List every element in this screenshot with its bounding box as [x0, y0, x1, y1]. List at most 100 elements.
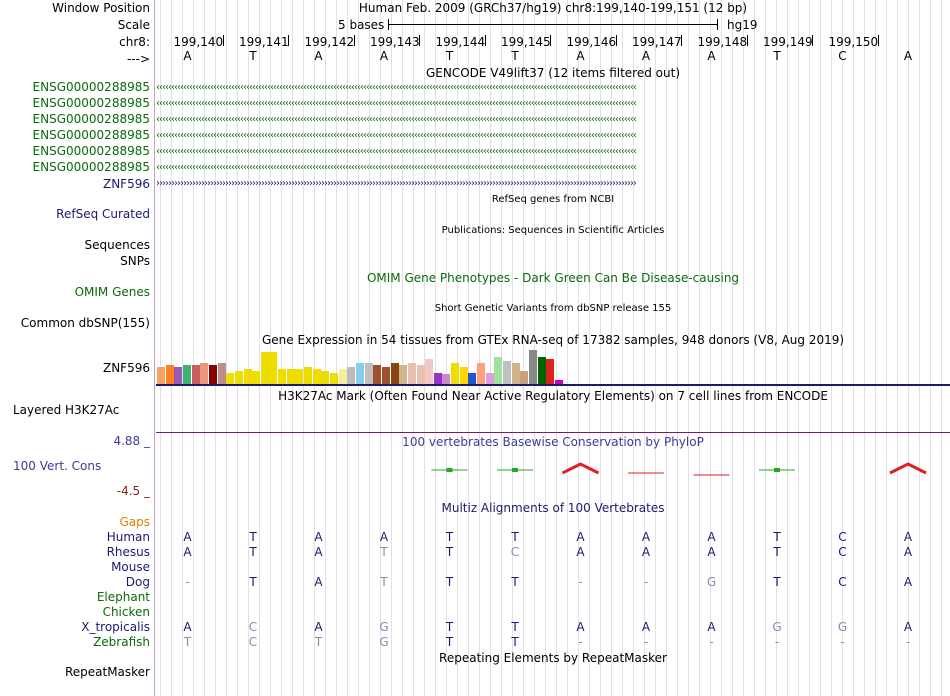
gencode-transcript-row[interactable]: ‹‹‹‹‹‹‹‹‹‹‹‹‹‹‹‹‹‹‹‹‹‹‹‹‹‹‹‹‹‹‹‹‹‹‹‹‹‹‹‹…: [156, 82, 637, 93]
aligned-base-zebrafish: T: [314, 635, 323, 649]
gtex-tissue-bar[interactable]: [182, 365, 191, 384]
gencode-item-label[interactable]: ENSG00000288985: [32, 112, 150, 126]
aligned-base-rhesus: C: [838, 545, 847, 559]
gtex-tissue-bar[interactable]: [269, 352, 278, 384]
gtex-tissue-bar[interactable]: [416, 365, 425, 384]
gtex-tissue-bar[interactable]: [390, 363, 399, 384]
gencode-item-label[interactable]: ENSG00000288985: [32, 96, 150, 110]
phylop-positive-mark: [774, 468, 780, 472]
gtex-tissue-bar[interactable]: [234, 371, 243, 384]
gtex-tissue-bar[interactable]: [537, 357, 546, 384]
phylop-plot[interactable]: [156, 455, 950, 485]
gtex-tissue-bar[interactable]: [364, 363, 373, 384]
aligned-base-dog: A: [903, 575, 913, 589]
gencode-transcript-row[interactable]: ‹‹‹‹‹‹‹‹‹‹‹‹‹‹‹‹‹‹‹‹‹‹‹‹‹‹‹‹‹‹‹‹‹‹‹‹‹‹‹‹…: [156, 162, 637, 173]
gtex-gene-label[interactable]: ZNF596: [102, 361, 150, 375]
gtex-tissue-bar[interactable]: [407, 363, 416, 384]
position-tick-label: 199,141: [239, 35, 289, 49]
gtex-tissue-bar[interactable]: [373, 365, 382, 384]
gtex-tissue-bar[interactable]: [217, 363, 226, 384]
species-xtropicalis-label: X_tropicalis: [81, 620, 150, 634]
gtex-tissue-bar[interactable]: [304, 367, 313, 384]
gencode-transcript-row[interactable]: ‹‹‹‹‹‹‹‹‹‹‹‹‹‹‹‹‹‹‹‹‹‹‹‹‹‹‹‹‹‹‹‹‹‹‹‹‹‹‹‹…: [156, 98, 637, 109]
gtex-tissue-bar[interactable]: [312, 369, 321, 384]
gtex-tissue-bar[interactable]: [226, 373, 235, 384]
aligned-base-human: T: [511, 530, 519, 544]
conservation-track-label[interactable]: 100 Vert. Cons: [13, 459, 102, 473]
position-tick-label: 199,142: [304, 35, 355, 49]
znf596-gencode-label[interactable]: ZNF596: [102, 177, 150, 191]
gtex-tissue-bar[interactable]: [295, 369, 304, 384]
znf596-transcript-row[interactable]: ››››››››››››››››››››››››››››››››››››››››…: [156, 178, 637, 189]
gtex-tissue-bar[interactable]: [468, 373, 477, 384]
repeatmasker-track-label[interactable]: RepeatMasker: [64, 665, 150, 679]
aligned-base-dog: -: [643, 575, 649, 589]
gtex-tissue-bar[interactable]: [243, 369, 252, 384]
gtex-tissue-bar[interactable]: [208, 365, 217, 384]
snps-track-label[interactable]: SNPs: [120, 254, 150, 268]
gtex-tissue-bar[interactable]: [191, 365, 200, 384]
omim-track-label[interactable]: OMIM Genes: [74, 285, 150, 299]
gtex-tissue-bar[interactable]: [511, 363, 520, 384]
gtex-tissue-bar[interactable]: [330, 373, 338, 384]
gtex-tissue-bar[interactable]: [355, 363, 364, 384]
gtex-tissue-bar[interactable]: [520, 371, 529, 384]
species-elephant-label: Elephant: [96, 590, 150, 604]
gencode-transcript-row[interactable]: ‹‹‹‹‹‹‹‹‹‹‹‹‹‹‹‹‹‹‹‹‹‹‹‹‹‹‹‹‹‹‹‹‹‹‹‹‹‹‹‹…: [156, 146, 637, 157]
aligned-base-dog: A: [314, 575, 323, 589]
gtex-expression-bars[interactable]: [156, 344, 950, 384]
species-human-label: Human: [106, 530, 150, 544]
position-tick-label: 199,148: [697, 35, 748, 49]
gtex-tissue-bar[interactable]: [278, 369, 287, 384]
multiz-track-title: Multiz Alignments of 100 Vertebrates: [441, 501, 665, 515]
aligned-base-rhesus: T: [249, 545, 257, 559]
h3k27ac-track-label[interactable]: Layered H3K27Ac: [13, 403, 120, 417]
aligned-base-xtrop: G: [379, 620, 389, 634]
gtex-tissue-bar[interactable]: [451, 363, 460, 384]
gtex-tissue-bar[interactable]: [157, 367, 165, 384]
gtex-tissue-bar[interactable]: [494, 357, 503, 384]
aligned-base-xtrop: C: [248, 620, 258, 634]
gtex-tissue-bar[interactable]: [554, 380, 563, 384]
dbsnp-track-title: Short Genetic Variants from dbSNP releas…: [434, 303, 672, 314]
refseq-track-label[interactable]: RefSeq Curated: [56, 207, 150, 221]
gencode-transcript-row[interactable]: ‹‹‹‹‹‹‹‹‹‹‹‹‹‹‹‹‹‹‹‹‹‹‹‹‹‹‹‹‹‹‹‹‹‹‹‹‹‹‹‹…: [156, 130, 637, 141]
gtex-tissue-bar[interactable]: [252, 371, 261, 384]
gencode-transcript-row[interactable]: ‹‹‹‹‹‹‹‹‹‹‹‹‹‹‹‹‹‹‹‹‹‹‹‹‹‹‹‹‹‹‹‹‹‹‹‹‹‹‹‹…: [156, 114, 637, 125]
dbsnp-track-label[interactable]: Common dbSNP(155): [20, 316, 150, 330]
position-tick-label: 199,150: [828, 35, 879, 49]
gtex-tissue-bar[interactable]: [347, 367, 356, 384]
gtex-tissue-bar[interactable]: [503, 361, 511, 384]
gtex-tissue-bar[interactable]: [485, 373, 494, 384]
position-tick-label: 199,147: [632, 35, 682, 49]
gtex-tissue-bar[interactable]: [165, 365, 174, 384]
aligned-base-human: T: [445, 530, 454, 544]
gtex-tissue-bar[interactable]: [381, 367, 390, 384]
reference-base: A: [183, 49, 192, 63]
gtex-tissue-bar[interactable]: [425, 359, 434, 384]
track-area[interactable]: Human Feb. 2009 (GRCh37/hg19) chr8:199,1…: [156, 0, 950, 696]
gtex-tissue-bar[interactable]: [546, 359, 555, 384]
gencode-item-label[interactable]: ENSG00000288985: [32, 144, 150, 158]
aligned-base-zebrafish: C: [248, 635, 258, 649]
sequences-track-label[interactable]: Sequences: [84, 238, 150, 252]
gencode-item-label[interactable]: ENSG00000288985: [32, 160, 150, 174]
gtex-tissue-bar[interactable]: [477, 363, 486, 384]
phylop-track-title: 100 vertebrates Basewise Conservation by…: [402, 435, 704, 449]
gtex-tissue-bar[interactable]: [442, 374, 451, 384]
gtex-tissue-bar[interactable]: [459, 367, 468, 384]
gtex-tissue-bar[interactable]: [260, 352, 269, 384]
gencode-item-label[interactable]: ENSG00000288985: [32, 128, 150, 142]
gtex-tissue-bar[interactable]: [399, 365, 408, 384]
gtex-tissue-bar[interactable]: [174, 367, 183, 384]
gtex-tissue-bar[interactable]: [321, 371, 330, 384]
omim-track-title: OMIM Gene Phenotypes - Dark Green Can Be…: [366, 271, 740, 285]
reference-base: T: [445, 49, 454, 63]
gtex-tissue-bar[interactable]: [528, 350, 537, 384]
gtex-tissue-bar[interactable]: [338, 369, 347, 384]
gtex-tissue-bar[interactable]: [433, 373, 442, 384]
aligned-base-xtrop: A: [903, 620, 913, 634]
gtex-tissue-bar[interactable]: [286, 369, 295, 384]
gencode-item-label[interactable]: ENSG00000288985: [32, 80, 150, 94]
gtex-tissue-bar[interactable]: [200, 363, 209, 384]
